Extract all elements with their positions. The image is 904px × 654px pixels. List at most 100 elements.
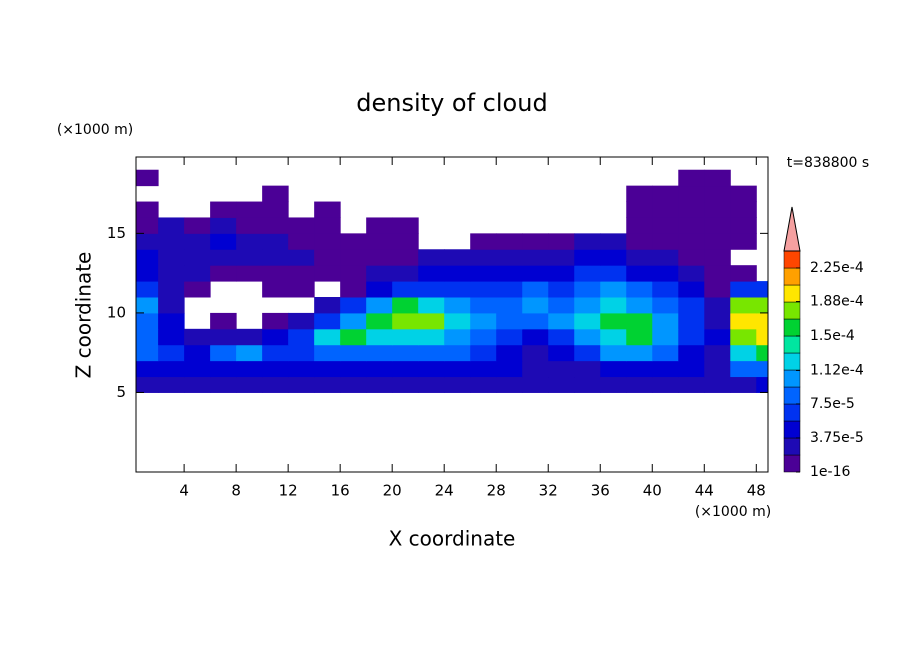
contour-cell	[184, 344, 211, 362]
contour-cell	[522, 297, 549, 314]
contour-cell	[158, 217, 185, 234]
contour-cell	[626, 265, 653, 282]
x-tick-label: 20	[383, 482, 402, 500]
contour-cell	[496, 328, 523, 346]
contour-cell	[444, 360, 471, 378]
colorbar-band	[783, 386, 801, 405]
contour-cell	[548, 376, 575, 393]
contour-cell	[496, 312, 523, 330]
contour-cell	[288, 328, 315, 346]
contour-cell	[704, 328, 731, 346]
contour-cell	[158, 233, 185, 250]
contour-cell	[574, 281, 601, 298]
contour-cell	[756, 312, 768, 330]
contour-cell	[392, 360, 419, 378]
contour-cell	[418, 312, 445, 330]
contour-cell	[496, 249, 523, 266]
contour-cell	[314, 249, 341, 266]
contour-cell	[136, 233, 159, 250]
contour-cell	[136, 249, 159, 266]
contour-cell	[158, 312, 185, 330]
contour-cell	[522, 328, 549, 346]
contour-cell	[600, 265, 627, 282]
x-tick-label: 28	[487, 482, 506, 500]
colorbar-tick-label: 2.25e-4	[810, 260, 864, 276]
contour-cell	[392, 328, 419, 346]
contour-cell	[600, 233, 627, 250]
contour-cell	[600, 360, 627, 378]
contour-cell	[288, 281, 315, 298]
contour-cell	[678, 201, 705, 218]
contour-cell	[704, 297, 731, 314]
contour-cell	[136, 169, 159, 187]
contour-cell	[262, 281, 289, 298]
colorbar-extension	[783, 206, 801, 252]
contour-cell	[704, 169, 731, 187]
contour-cell	[730, 217, 757, 234]
contour-cell	[236, 217, 263, 234]
contour-cell	[704, 201, 731, 218]
contour-cell	[496, 376, 523, 393]
contour-cell	[704, 344, 731, 362]
contour-cell	[496, 344, 523, 362]
contour-cell	[314, 217, 341, 234]
contour-cell	[574, 344, 601, 362]
contour-cell	[210, 217, 237, 234]
x-unit: (×1000 m)	[695, 504, 771, 520]
contour-cell	[262, 201, 289, 218]
contour-cell	[288, 376, 315, 393]
contour-cell	[236, 265, 263, 282]
contour-cell	[730, 233, 757, 250]
contour-cell	[678, 312, 705, 330]
x-tick-label: 44	[695, 482, 714, 500]
contour-cell	[548, 233, 575, 250]
contour-cell	[158, 344, 185, 362]
contour-cell	[184, 249, 211, 266]
contour-cell	[392, 233, 419, 250]
contour-cell	[418, 344, 445, 362]
contour-cell	[236, 249, 263, 266]
contour-cell	[262, 328, 289, 346]
contour-cell	[262, 376, 289, 393]
contour-cell	[678, 281, 705, 298]
contour-cell	[314, 376, 341, 393]
colorbar-band	[783, 284, 801, 303]
contour-cell	[366, 265, 393, 282]
contour-cell	[262, 233, 289, 250]
colorbar-band	[783, 454, 801, 473]
contour-cell	[626, 297, 653, 314]
contour-cell	[392, 344, 419, 362]
y-axis-label: Z coordinate	[72, 252, 96, 379]
contour-cell	[652, 249, 679, 266]
contour-cell	[574, 328, 601, 346]
contour-cell	[184, 376, 211, 393]
contour-cell	[470, 249, 497, 266]
colorbar-tick-label: 7.5e-5	[810, 396, 855, 412]
contour-cell	[136, 217, 159, 234]
colorbar-tick-label: 3.75e-5	[810, 430, 864, 446]
contour-cell	[730, 281, 757, 298]
colorbar-tick-label: 1.88e-4	[810, 294, 864, 310]
contour-cell	[626, 217, 653, 234]
contour-cell	[184, 265, 211, 282]
contour-cell	[444, 297, 471, 314]
contour-cell	[184, 360, 211, 378]
chart-title: density of cloud	[356, 89, 547, 117]
contour-cell	[340, 360, 367, 378]
contour-cell	[288, 249, 315, 266]
contour-cell	[496, 297, 523, 314]
contour-cell	[136, 328, 159, 346]
contour-cell	[704, 312, 731, 330]
contour-cell	[236, 344, 263, 362]
contour-cell	[236, 360, 263, 378]
contour-cell	[392, 312, 419, 330]
contour-cell	[678, 297, 705, 314]
contour-cell	[600, 344, 627, 362]
contour-cell	[366, 312, 393, 330]
contour-cell	[366, 249, 393, 266]
contour-cell	[522, 376, 549, 393]
contour-cell	[678, 344, 705, 362]
contour-cell	[262, 344, 289, 362]
colorbar-band	[783, 335, 801, 354]
